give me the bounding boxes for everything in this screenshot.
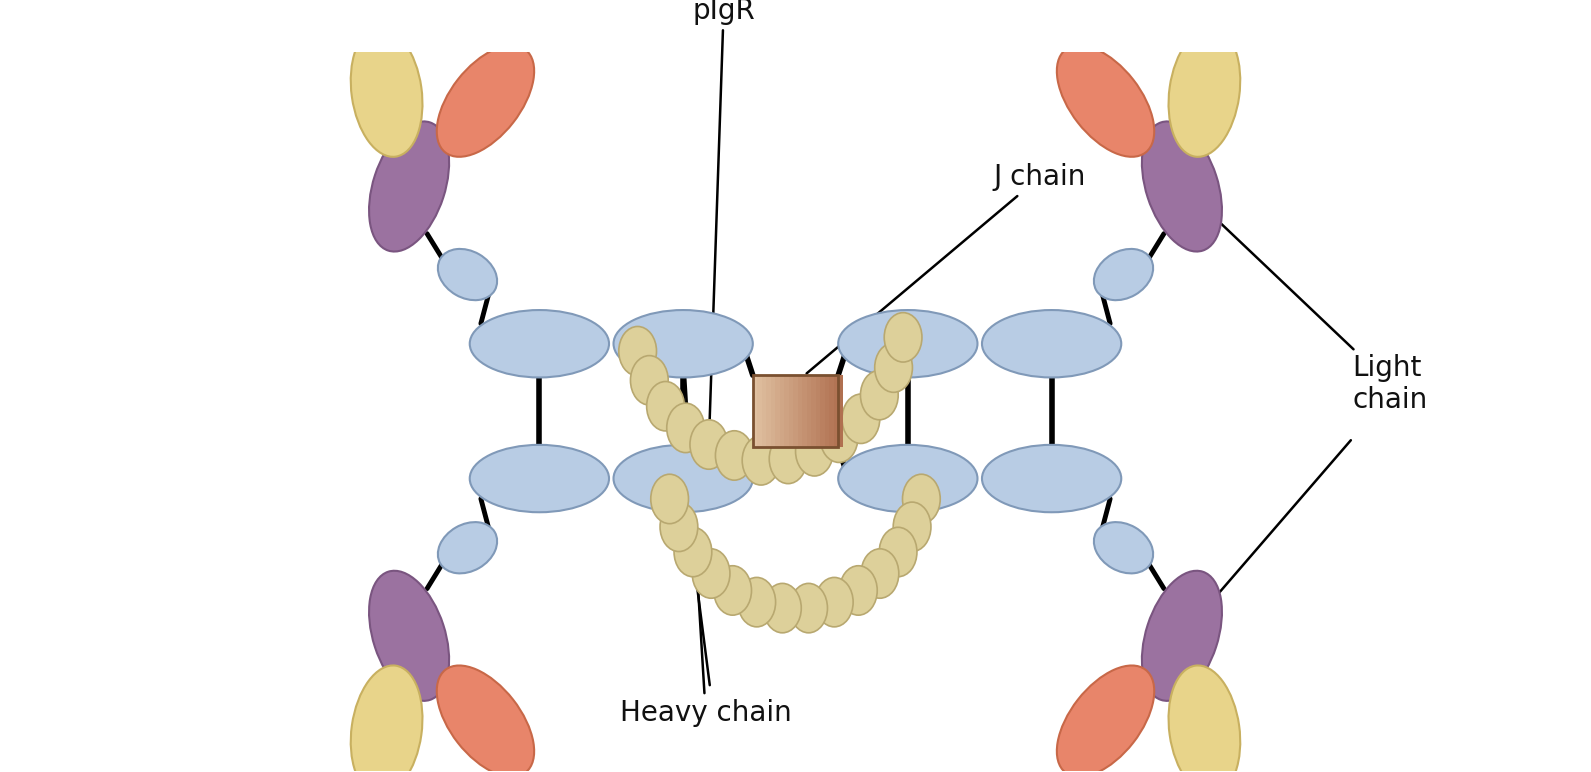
Bar xyxy=(762,375,767,447)
Ellipse shape xyxy=(840,566,877,615)
Ellipse shape xyxy=(630,356,668,405)
Text: Light
chain: Light chain xyxy=(1184,188,1427,415)
Bar xyxy=(811,375,816,447)
Ellipse shape xyxy=(716,431,753,480)
Ellipse shape xyxy=(438,46,535,157)
Ellipse shape xyxy=(880,527,916,577)
Ellipse shape xyxy=(646,381,684,431)
Ellipse shape xyxy=(838,445,977,513)
Ellipse shape xyxy=(469,310,609,378)
Ellipse shape xyxy=(1168,665,1241,772)
Ellipse shape xyxy=(861,371,899,420)
Ellipse shape xyxy=(369,571,449,701)
Bar xyxy=(770,375,775,447)
Ellipse shape xyxy=(842,394,880,443)
Ellipse shape xyxy=(1142,121,1222,252)
Ellipse shape xyxy=(1056,665,1153,772)
Ellipse shape xyxy=(875,343,913,392)
Ellipse shape xyxy=(816,577,853,627)
Bar xyxy=(757,375,762,447)
Ellipse shape xyxy=(438,665,535,772)
Bar xyxy=(797,375,802,447)
Ellipse shape xyxy=(438,522,496,574)
Bar xyxy=(807,375,811,447)
Ellipse shape xyxy=(1168,28,1241,157)
Ellipse shape xyxy=(660,502,698,551)
Ellipse shape xyxy=(902,474,940,523)
Ellipse shape xyxy=(675,527,711,577)
Bar xyxy=(753,375,757,447)
Text: Heavy chain: Heavy chain xyxy=(620,347,791,726)
Ellipse shape xyxy=(738,577,775,627)
Ellipse shape xyxy=(690,420,727,469)
Ellipse shape xyxy=(885,313,921,362)
Bar xyxy=(789,375,794,447)
Ellipse shape xyxy=(369,121,449,252)
Bar xyxy=(838,375,843,447)
Bar xyxy=(767,375,770,447)
Ellipse shape xyxy=(350,28,423,157)
Ellipse shape xyxy=(1056,46,1153,157)
Bar xyxy=(775,375,780,447)
Ellipse shape xyxy=(764,584,802,633)
Text: J chain: J chain xyxy=(807,164,1085,374)
Bar xyxy=(816,375,821,447)
Ellipse shape xyxy=(861,549,899,598)
Ellipse shape xyxy=(982,445,1122,513)
Ellipse shape xyxy=(651,474,689,523)
Bar xyxy=(753,375,838,447)
Ellipse shape xyxy=(1095,522,1153,574)
Bar xyxy=(802,375,807,447)
Ellipse shape xyxy=(692,549,730,598)
Ellipse shape xyxy=(768,434,807,483)
Ellipse shape xyxy=(893,502,931,551)
Bar xyxy=(784,375,789,447)
Text: pIgR: pIgR xyxy=(692,0,756,442)
Bar xyxy=(824,375,829,447)
Bar xyxy=(794,375,797,447)
Ellipse shape xyxy=(350,665,423,772)
Ellipse shape xyxy=(819,413,858,462)
Ellipse shape xyxy=(614,445,753,513)
Ellipse shape xyxy=(714,566,751,615)
Ellipse shape xyxy=(469,445,609,513)
Ellipse shape xyxy=(982,310,1122,378)
Bar xyxy=(834,375,838,447)
Ellipse shape xyxy=(838,310,977,378)
Bar xyxy=(829,375,834,447)
Bar xyxy=(780,375,784,447)
Ellipse shape xyxy=(438,249,496,300)
Ellipse shape xyxy=(796,427,834,476)
Bar xyxy=(821,375,824,447)
Ellipse shape xyxy=(1142,571,1222,701)
Ellipse shape xyxy=(614,310,753,378)
Ellipse shape xyxy=(1095,249,1153,300)
Ellipse shape xyxy=(789,584,827,633)
Ellipse shape xyxy=(741,435,780,485)
Ellipse shape xyxy=(667,403,705,452)
Ellipse shape xyxy=(619,327,657,376)
